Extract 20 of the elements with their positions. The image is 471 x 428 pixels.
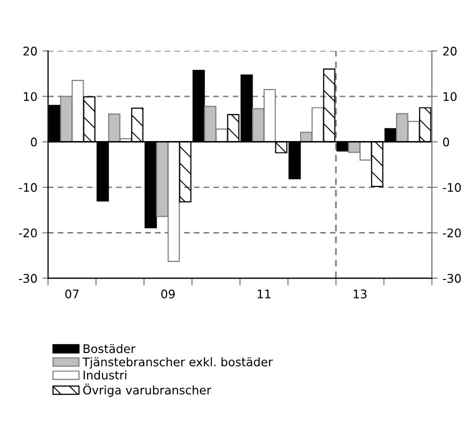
legend-label: Bostäder — [84, 344, 136, 354]
y2-tick-label: -30 — [442, 274, 461, 283]
y2-tick-label: 10 — [444, 92, 457, 102]
y2-tick-label: 0 — [443, 138, 450, 146]
y2-tick-label: -20 — [442, 228, 461, 238]
x-tick-label: 11 — [258, 290, 270, 298]
y-tick-label: -10 — [18, 183, 37, 192]
x-tick-label: 09 — [161, 290, 175, 298]
legend-label: Tjänstebranscher exkl. bostäder — [82, 357, 273, 369]
y2-tick-label: 20 — [443, 46, 457, 56]
y-tick-label: -30 — [18, 274, 37, 283]
y-tick-label: 10 — [24, 92, 37, 102]
y2-tick-label: -10 — [442, 183, 461, 192]
x-tick-label: 13 — [354, 290, 366, 298]
legend-label: Industri — [84, 370, 126, 380]
y-tick-label: 0 — [30, 138, 37, 146]
y-tick-label: 20 — [23, 46, 37, 56]
legend-label: Övriga varubranscher — [83, 384, 212, 397]
x-tick-label: 07 — [65, 290, 79, 298]
y-tick-label: -20 — [18, 228, 37, 238]
